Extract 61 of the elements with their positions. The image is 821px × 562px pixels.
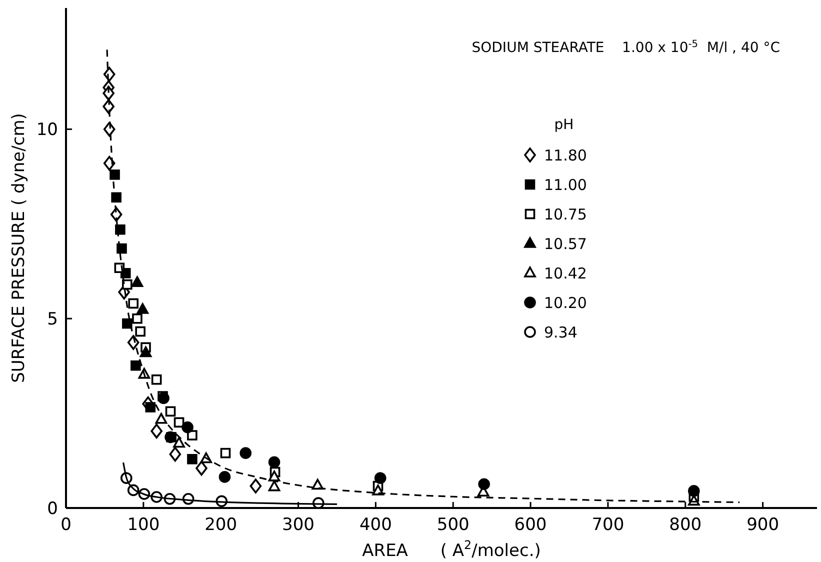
point	[122, 318, 132, 329]
point	[130, 360, 141, 371]
y-tick-label: 0	[47, 498, 58, 519]
x-tick-label: 100	[127, 515, 160, 535]
point	[150, 424, 162, 439]
text: SODIUM STEARATE 1.00 x 10$^{-5}$ M/l , 40 °C	[472, 38, 780, 56]
point	[140, 346, 152, 358]
point	[187, 430, 198, 440]
point	[155, 412, 168, 424]
point	[187, 454, 198, 464]
point	[268, 470, 280, 482]
point	[145, 402, 156, 412]
point	[151, 374, 162, 385]
line-series	[122, 462, 338, 506]
x-tick-label: 400	[359, 515, 392, 535]
x-tick-label: 0	[60, 515, 72, 535]
point	[478, 478, 490, 490]
y-tick-label: 10	[36, 120, 58, 140]
point	[240, 447, 252, 459]
legend-label: 9.34	[544, 323, 578, 342]
legend-label: 11.00	[544, 176, 587, 194]
x-tick-label: 200	[204, 515, 238, 535]
x-tick-label: 900	[746, 515, 780, 535]
point	[122, 279, 132, 290]
legend-label: 10.42	[544, 264, 587, 282]
point	[174, 417, 184, 428]
point	[250, 478, 262, 494]
point	[196, 460, 208, 476]
point	[111, 192, 122, 203]
legend-label: 11.80	[544, 146, 587, 164]
point	[220, 448, 231, 458]
legend-label: 10.20	[544, 294, 587, 312]
legend-label: 10.75	[544, 205, 587, 224]
y-axis-title: SURFACE PRESSURE ( dyne/cm)	[9, 113, 29, 383]
x-tick-label: 600	[514, 515, 547, 535]
legend-title: pH	[554, 117, 574, 133]
point	[374, 472, 386, 484]
point	[110, 170, 120, 180]
point	[169, 446, 182, 462]
point	[136, 303, 149, 314]
point	[115, 224, 126, 235]
point	[128, 298, 139, 309]
point	[218, 471, 231, 483]
point	[135, 326, 146, 337]
point	[268, 480, 280, 492]
x-axis-title: AREA ( A$^{2}$/molec.)	[362, 538, 541, 561]
x-tick-label: 800	[669, 515, 702, 535]
y-tick-label: 5	[47, 310, 58, 330]
x-tick-label: 500	[436, 515, 470, 535]
point	[182, 421, 194, 434]
x-tick-label: 700	[592, 515, 624, 535]
point	[165, 406, 176, 417]
point	[268, 456, 280, 468]
point	[132, 313, 142, 324]
point	[688, 485, 700, 497]
point	[173, 436, 185, 448]
point	[116, 243, 127, 254]
point	[131, 276, 144, 288]
legend-label: 10.57	[544, 234, 587, 253]
point	[158, 392, 170, 404]
x-tick-label: 300	[282, 515, 314, 535]
